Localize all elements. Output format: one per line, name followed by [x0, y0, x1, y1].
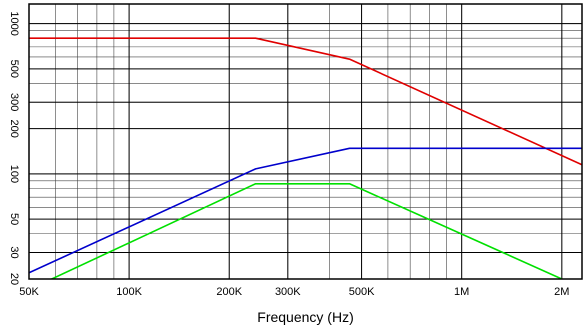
series-line-3 — [49, 182, 563, 279]
series-layer — [29, 37, 582, 279]
x-tick-label: 2M — [554, 286, 569, 298]
x-axis-title: Frequency (Hz) — [257, 309, 353, 325]
series-line-2 — [29, 147, 582, 274]
x-tick-labels: 50K 100K 200K 300K 500K 1M 2M — [19, 286, 569, 298]
minor-grid — [28, 4, 582, 280]
y-tick-label: 30 — [8, 246, 20, 258]
y-tick-label: 1000 — [8, 11, 20, 35]
x-tick-label: 50K — [19, 286, 39, 298]
y-tick-label: 50 — [8, 213, 20, 225]
x-tick-label: 100K — [116, 286, 142, 298]
series-line-1 — [29, 37, 582, 166]
y-tick-labels: 20 30 50 100 200 300 500 1000 — [8, 11, 20, 285]
y-tick-label: 200 — [8, 119, 20, 137]
y-tick-label: 20 — [8, 273, 20, 285]
x-tick-label: 1M — [454, 286, 469, 298]
y-tick-label: 500 — [8, 60, 20, 78]
major-grid — [28, 4, 582, 280]
x-tick-label: 500K — [349, 286, 375, 298]
x-tick-label: 300K — [275, 286, 301, 298]
y-tick-label: 300 — [8, 93, 20, 111]
y-tick-label: 100 — [8, 165, 20, 183]
plot-frame — [28, 3, 583, 280]
x-tick-label: 200K — [216, 286, 242, 298]
